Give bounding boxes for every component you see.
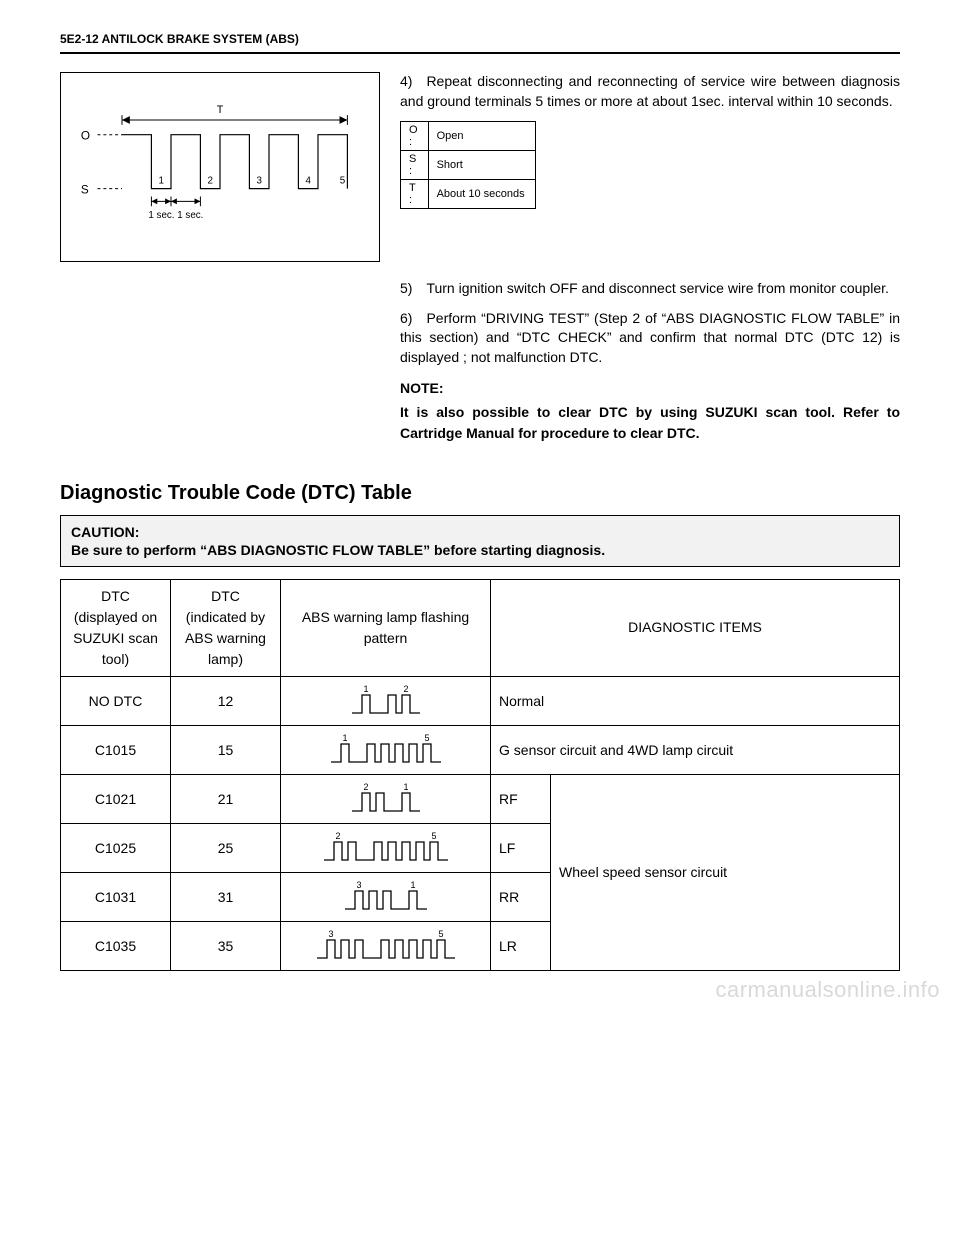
svg-text:5: 5 [438, 929, 443, 939]
pulse-2: 2 [207, 176, 212, 187]
svg-text:1: 1 [342, 733, 347, 743]
dtc-code1: C1035 [61, 921, 171, 970]
dtc-item-pos: RR [491, 872, 551, 921]
dtc-item-pos: LR [491, 921, 551, 970]
pulse-3: 3 [256, 176, 262, 187]
pulse-wave [122, 135, 347, 189]
dtc-code1: C1025 [61, 823, 171, 872]
dtc-code2: 35 [171, 921, 281, 970]
label-O: O [81, 130, 90, 143]
legend-key: T : [401, 180, 429, 209]
legend-key: O : [401, 122, 429, 151]
dtc-pattern: 2 1 [281, 774, 491, 823]
dtc-h1: DTC (displayed on SUZUKI scan tool) [61, 579, 171, 676]
dtc-body: NO DTC 12 1 2 Normal C1015 15 1 5 G sens… [61, 676, 900, 970]
dtc-code2: 21 [171, 774, 281, 823]
note-label: NOTE: [400, 380, 900, 396]
sec-al2 [171, 198, 177, 204]
svg-text:5: 5 [431, 831, 436, 841]
section-title: Diagnostic Trouble Code (DTC) Table [60, 482, 900, 505]
legend-row-S: S : Short [401, 151, 536, 180]
dtc-item-pos: RF [491, 774, 551, 823]
dtc-h4: DIAGNOSTIC ITEMS [491, 579, 900, 676]
caution-body: Be sure to perform “ABS DIAGNOSTIC FLOW … [71, 542, 889, 558]
dtc-item-group: Wheel speed sensor circuit [551, 774, 900, 970]
dtc-header-row: DTC (displayed on SUZUKI scan tool) DTC … [61, 579, 900, 676]
caution-box: CAUTION: Be sure to perform “ABS DIAGNOS… [60, 515, 900, 567]
note-body: It is also possible to clear DTC by usin… [400, 402, 900, 444]
left-column: O S T 1 2 [60, 72, 380, 444]
legend-table: O : Open S : Short T : About 10 seconds [400, 121, 536, 209]
sec-al1 [151, 198, 157, 204]
legend-val: About 10 seconds [428, 180, 535, 209]
dtc-pattern: 3 1 [281, 872, 491, 921]
timing-svg: O S T 1 2 [73, 83, 367, 255]
top-section: O S T 1 2 [60, 72, 900, 444]
table-row: C1015 15 1 5 G sensor circuit and 4WD la… [61, 725, 900, 774]
sec-ar2 [195, 198, 201, 204]
svg-text:3: 3 [328, 929, 333, 939]
dtc-item: Normal [491, 676, 900, 725]
svg-text:2: 2 [335, 831, 340, 841]
svg-text:2: 2 [363, 782, 368, 792]
dtc-pattern: 1 2 [281, 676, 491, 725]
dtc-pattern: 1 5 [281, 725, 491, 774]
table-row: NO DTC 12 1 2 Normal [61, 676, 900, 725]
caution-label: CAUTION: [71, 524, 889, 540]
svg-text:5: 5 [424, 733, 429, 743]
legend-row-T: T : About 10 seconds [401, 180, 536, 209]
legend-row-O: O : Open [401, 122, 536, 151]
dtc-pattern: 2 5 [281, 823, 491, 872]
dtc-item-pos: LF [491, 823, 551, 872]
svg-text:2: 2 [403, 684, 408, 694]
svg-text:1: 1 [403, 782, 408, 792]
dtc-h2: DTC (indicated by ABS warning lamp) [171, 579, 281, 676]
label-S: S [81, 184, 89, 197]
dtc-h3: ABS warning lamp flashing pattern [281, 579, 491, 676]
dtc-table: DTC (displayed on SUZUKI scan tool) DTC … [60, 579, 900, 971]
dtc-code1: C1021 [61, 774, 171, 823]
svg-text:1: 1 [410, 880, 415, 890]
svg-text:1: 1 [363, 684, 368, 694]
table-row: C1021 21 2 1 RF Wheel speed sensor circu… [61, 774, 900, 823]
step-6: 6) Perform “DRIVING TEST” (Step 2 of “AB… [400, 309, 900, 368]
pulse-1: 1 [158, 176, 163, 187]
legend-val: Open [428, 122, 535, 151]
dtc-code1: C1015 [61, 725, 171, 774]
dtc-code1: C1031 [61, 872, 171, 921]
dtc-code2: 15 [171, 725, 281, 774]
dtc-code2: 31 [171, 872, 281, 921]
pulse-5: 5 [340, 176, 346, 187]
timing-diagram: O S T 1 2 [60, 72, 380, 262]
watermark: carmanualsonline.info [715, 977, 940, 1003]
svg-text:3: 3 [356, 880, 361, 890]
page-header: 5E2-12 ANTILOCK BRAKE SYSTEM (ABS) [60, 30, 900, 54]
right-column: 4) Repeat disconnecting and reconnecting… [400, 72, 900, 444]
dtc-pattern: 3 5 [281, 921, 491, 970]
dtc-code2: 12 [171, 676, 281, 725]
header-text: 5E2-12 ANTILOCK BRAKE SYSTEM (ABS) [60, 32, 299, 46]
step-5: 5) Turn ignition switch OFF and disconne… [400, 279, 900, 299]
interval-label: 1 sec. 1 sec. [148, 210, 203, 221]
dtc-code1: NO DTC [61, 676, 171, 725]
dtc-code2: 25 [171, 823, 281, 872]
arrow-l [122, 116, 130, 124]
sec-ar1 [165, 198, 171, 204]
legend-key: S : [401, 151, 429, 180]
pulse-4: 4 [305, 176, 311, 187]
step-4: 4) Repeat disconnecting and reconnecting… [400, 72, 900, 111]
label-T: T [217, 104, 224, 116]
page-container: 5E2-12 ANTILOCK BRAKE SYSTEM (ABS) O S T [0, 0, 960, 1011]
arrow-r [340, 116, 348, 124]
legend-val: Short [428, 151, 535, 180]
dtc-item: G sensor circuit and 4WD lamp circuit [491, 725, 900, 774]
